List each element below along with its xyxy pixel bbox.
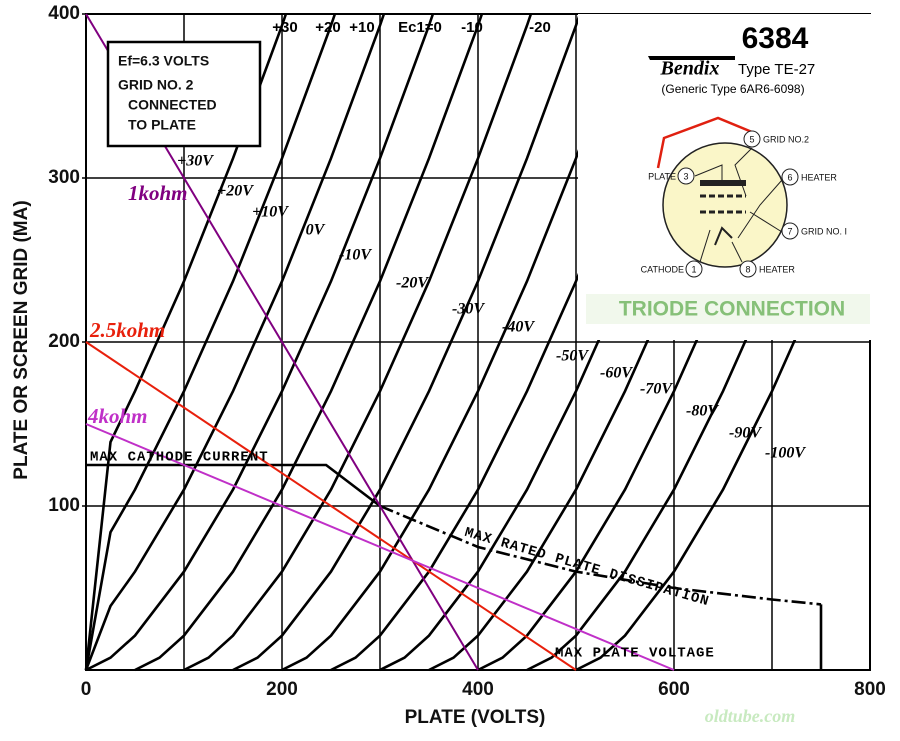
- load-line: [85, 341, 577, 671]
- curve-label: -20V: [396, 275, 429, 292]
- lead: [699, 229, 711, 263]
- lead: [749, 211, 783, 233]
- note-line: TO PLATE: [128, 117, 196, 133]
- x-tick-label: 600: [658, 679, 690, 700]
- connection-label: TRIODE CONNECTION: [619, 298, 845, 321]
- pin: [743, 130, 761, 148]
- pin-label: GRID NO.2: [763, 134, 809, 144]
- heater: [714, 226, 733, 246]
- curve-label: -80V: [686, 403, 719, 420]
- note-line: Ef=6.3 VOLTS: [118, 53, 209, 69]
- pin-number: 7: [787, 226, 792, 236]
- load-line-label: 1kohm: [128, 181, 188, 205]
- curve-label: -60V: [600, 365, 633, 382]
- connection-bg: [586, 294, 870, 324]
- curve-label: -70V: [640, 381, 673, 398]
- pin-label: GRID NO. I: [801, 226, 847, 236]
- y-axis-title: PLATE OR SCREEN GRID (MA): [11, 200, 32, 479]
- pin: [677, 167, 695, 185]
- y-tick-label: 300: [48, 167, 80, 188]
- note-line: CONNECTED: [128, 97, 217, 113]
- pin: [685, 260, 703, 278]
- pin-number: 5: [749, 134, 754, 144]
- pin-number: 8: [745, 264, 750, 274]
- y-tick-label: 200: [48, 331, 80, 352]
- curve-label: +20V: [217, 183, 254, 200]
- plate-curve: [84, 13, 337, 671]
- plate-curve: [134, 13, 484, 672]
- pin: [739, 260, 757, 278]
- strap-wire: [656, 116, 753, 169]
- pin: [781, 222, 799, 240]
- lead: [731, 241, 743, 263]
- limit-line: [379, 504, 822, 606]
- curve-label: -90V: [729, 425, 762, 442]
- limit-label: MAX PLATE VOLTAGE: [555, 646, 715, 662]
- tube-envelope: [662, 142, 788, 268]
- plate-electrode: [700, 180, 746, 186]
- brand: Bendix: [660, 58, 720, 80]
- curve-label: -50V: [556, 348, 589, 365]
- tube-number: 6384: [742, 22, 809, 55]
- curve-label: -100V: [765, 445, 806, 462]
- load-line-label: 4kohm: [87, 404, 148, 428]
- tube-type: Type TE-27: [738, 61, 815, 78]
- pin-number: 1: [691, 264, 696, 274]
- x-axis-title: PLATE (VOLTS): [405, 707, 546, 728]
- note-box: [106, 40, 262, 148]
- watermark: oldtube.com: [705, 706, 796, 726]
- lead: [737, 179, 783, 239]
- load-line: [85, 423, 675, 671]
- plate-curve: [232, 13, 582, 672]
- load-line-label: 2.5kohm: [89, 318, 165, 342]
- pin-number: 6: [787, 172, 792, 182]
- note-line: GRID NO. 2: [118, 77, 194, 93]
- grid-voltage-label: +30: [272, 19, 297, 36]
- curve-label: +10V: [252, 204, 289, 221]
- x-tick-label: 0: [81, 679, 92, 700]
- pin-number: 3: [683, 171, 688, 181]
- limit-label: MAX CATHODE CURRENT: [90, 450, 269, 466]
- plate-curve: [85, 13, 435, 672]
- curve-label: +30V: [177, 153, 214, 170]
- pin-label: HEATER: [801, 172, 837, 182]
- grid-voltage-label: Ec1=0: [398, 19, 442, 36]
- grid-voltage-label: -10: [461, 19, 483, 36]
- pin-label: CATHODE: [641, 264, 684, 274]
- curve-label: 0V: [306, 222, 326, 239]
- grid-voltage-label: +10: [349, 19, 374, 36]
- grid-voltage-label: -20: [529, 19, 551, 36]
- lead: [734, 147, 753, 197]
- curve-label: -10V: [339, 247, 372, 264]
- x-tick-label: 800: [854, 679, 886, 700]
- curve-label: -30V: [452, 301, 485, 318]
- generic-type: (Generic Type 6AR6-6098): [661, 82, 804, 96]
- plate-curve: [183, 13, 533, 672]
- limit-line: [86, 463, 381, 508]
- datasheet-inset: 6384 Bendix Type TE-27 (Generic Type 6AR…: [578, 14, 875, 340]
- logo-bar: [648, 56, 735, 60]
- plate-curve: [84, 13, 288, 671]
- y-tick-label: 400: [48, 3, 80, 24]
- pin-label: HEATER: [759, 264, 795, 274]
- y-tick-label: 100: [48, 495, 80, 516]
- lead: [694, 164, 723, 180]
- x-tick-label: 200: [266, 679, 298, 700]
- curve-label: -40V: [502, 319, 535, 336]
- pin: [781, 168, 799, 186]
- grid-voltage-label: +20: [315, 19, 340, 36]
- x-tick-label: 400: [462, 679, 494, 700]
- pin-label: PLATE: [648, 171, 676, 181]
- plate-curve: [84, 13, 386, 671]
